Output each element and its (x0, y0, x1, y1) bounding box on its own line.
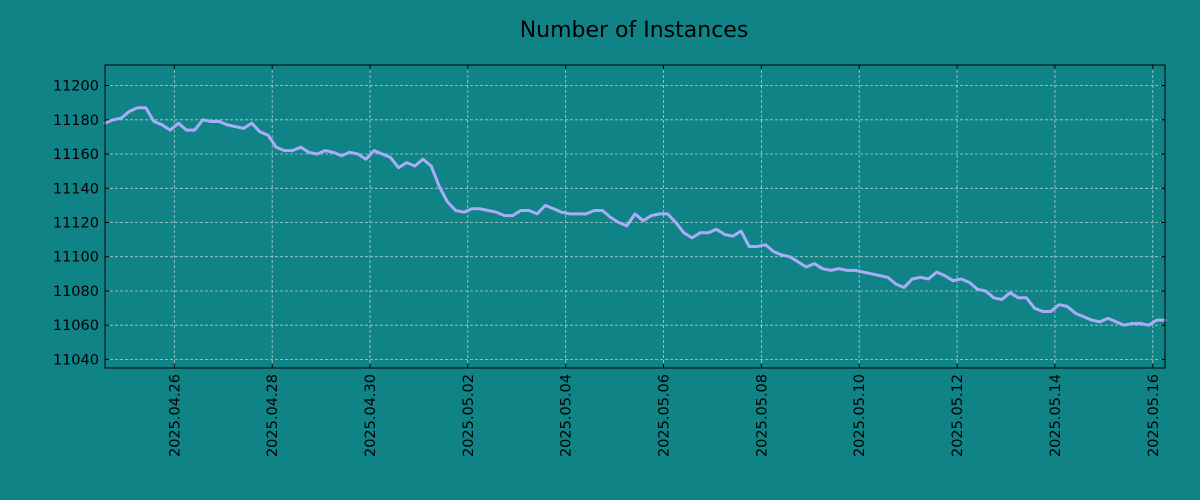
x-tick-label: 2025.05.10 (852, 374, 868, 457)
plot-area-frame (104, 64, 1166, 369)
x-tick-label: 2025.05.04 (559, 374, 575, 457)
x-tick-label: 2025.05.14 (1048, 374, 1064, 457)
y-tick-label: 11040 (53, 352, 99, 368)
y-tick-label: 11120 (53, 216, 99, 232)
y-tick-label: 11140 (53, 181, 99, 197)
y-tick-label: 11100 (53, 250, 99, 266)
y-tick-label: 11180 (53, 113, 99, 129)
x-axis: 2025.04.26 2025.04.28 2025.04.30 2025.05.02… (167, 65, 1162, 457)
series-layer (103, 106, 1167, 327)
x-tick-label: 2025.04.26 (167, 374, 183, 457)
x-tick-label: 2025.05.02 (461, 374, 477, 457)
y-tick-label: 11080 (53, 284, 99, 300)
series-line (103, 106, 1167, 327)
y-axis: 11040 11060 11080 11100 11120 11140 11160 11180… (53, 79, 1165, 368)
y-tick-label: 11160 (53, 147, 99, 163)
x-tick-label: 2025.04.28 (265, 374, 281, 457)
x-tick-label: 2025.05.06 (657, 374, 673, 457)
x-tick-label: 2025.05.16 (1146, 374, 1162, 457)
y-tick-label: 11060 (53, 318, 99, 334)
y-tick-label: 11200 (53, 79, 99, 95)
x-tick-label: 2025.04.30 (363, 374, 379, 457)
x-tick-label: 2025.05.12 (950, 374, 966, 457)
x-tick-label: 2025.05.08 (754, 374, 770, 457)
grid (105, 65, 1165, 368)
chart-title: Number of Instances (520, 18, 749, 43)
